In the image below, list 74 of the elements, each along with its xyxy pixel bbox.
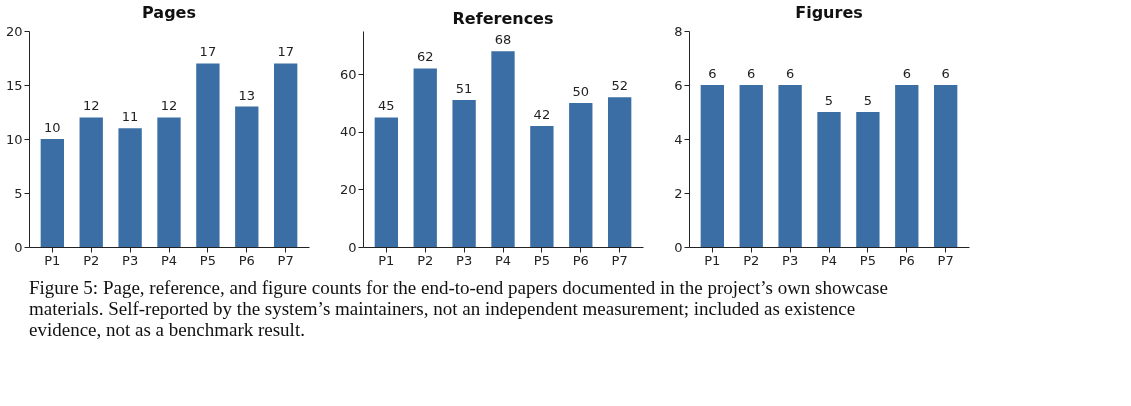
data-label: 50 [572, 84, 590, 99]
bar [374, 117, 398, 247]
data-label: 6 [747, 66, 756, 81]
x-tick-label: P2 [417, 252, 434, 268]
data-label: 17 [199, 44, 217, 60]
x-tick-label: P5 [533, 252, 550, 268]
x-tick-label: P4 [820, 252, 838, 268]
data-label: 12 [82, 98, 100, 114]
y-tick-label: 10 [5, 131, 23, 147]
y-tick-label: 0 [674, 239, 683, 255]
x-tick-label: P4 [494, 252, 512, 268]
bar [530, 126, 554, 247]
y-tick-label: 0 [348, 239, 357, 255]
bar [452, 100, 476, 247]
x-tick-label: P4 [160, 252, 178, 268]
data-label: 45 [378, 98, 395, 114]
data-label: 17 [277, 44, 294, 60]
y-tick-label: 40 [339, 124, 357, 140]
bar [569, 103, 593, 247]
chart-title: Figures [795, 3, 863, 22]
y-tick-label: 4 [674, 131, 683, 147]
bar [235, 106, 259, 247]
data-label: 10 [44, 120, 61, 135]
x-tick-label: P7 [277, 252, 294, 268]
y-tick-label: 20 [5, 23, 23, 39]
x-tick-label: P5 [859, 252, 876, 268]
y-tick-label: 20 [339, 181, 357, 197]
caption: Figure 5: Page, reference, and figure counts for the end-to-end papers documented in the project’s own showcase materials. Self-reported by the system’s maintainers, not an independent measurement; included as existence evidence, not as a benchmark result. [29, 277, 888, 340]
x-tick-label: P1 [378, 252, 395, 268]
x-tick-label: P3 [456, 252, 473, 268]
bar [491, 51, 515, 247]
data-label: 68 [494, 32, 512, 48]
data-label: 11 [121, 109, 139, 125]
bar [413, 68, 437, 247]
data-label: 6 [785, 66, 795, 81]
y-tick-label: 15 [5, 77, 23, 93]
chart-title: Pages [142, 3, 196, 22]
data-label: 52 [611, 78, 628, 94]
x-tick-label: P7 [937, 252, 954, 268]
x-tick-label: P6 [898, 252, 915, 268]
bar [157, 117, 181, 247]
x-tick-label: P1 [44, 252, 61, 268]
x-tick-label: P5 [199, 252, 216, 268]
x-tick-label: P6 [238, 252, 255, 268]
data-label: 6 [941, 66, 950, 81]
bar [608, 97, 632, 247]
x-tick-label: P7 [611, 252, 628, 268]
x-tick-label: P3 [782, 252, 799, 268]
data-label: 51 [455, 81, 473, 97]
data-label: 13 [238, 87, 256, 103]
x-tick-label: P2 [743, 252, 760, 268]
y-tick-label: 8 [674, 23, 683, 39]
data-label: 62 [416, 49, 434, 65]
y-tick-label: 2 [674, 185, 683, 201]
y-tick-label: 0 [14, 239, 23, 255]
data-label: 12 [160, 98, 178, 114]
y-tick-label: 60 [339, 66, 357, 82]
bar [118, 128, 142, 247]
bar [274, 63, 298, 247]
x-tick-label: P2 [83, 252, 100, 268]
data-label: 6 [708, 66, 717, 81]
chart-title: References [452, 9, 554, 28]
data-label: 42 [533, 107, 551, 123]
y-tick-label: 6 [674, 77, 683, 93]
x-tick-label: P3 [122, 252, 139, 268]
bar [196, 63, 220, 247]
data-label: 6 [902, 66, 911, 81]
data-label: 5 [863, 93, 873, 108]
y-tick-label: 5 [14, 185, 23, 201]
bar [40, 139, 64, 247]
x-tick-label: P1 [704, 252, 721, 268]
x-tick-label: P6 [572, 252, 589, 268]
data-label: 5 [824, 93, 834, 108]
bar [79, 117, 103, 247]
